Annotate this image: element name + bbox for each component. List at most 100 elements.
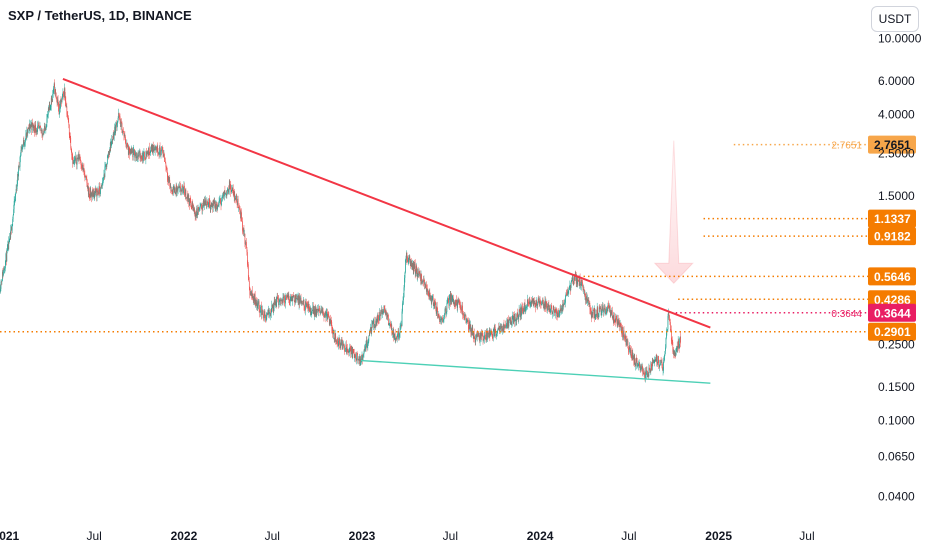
candle-body <box>156 148 157 152</box>
candle-body <box>489 332 491 337</box>
candle-body <box>68 122 70 125</box>
resistance-trendline[interactable] <box>62 77 711 329</box>
candle-body <box>98 186 100 194</box>
candle-body <box>301 300 303 304</box>
candle-body <box>659 364 660 368</box>
x-axis[interactable]: 2021 Jul 2022 Jul 2023 Jul 2024 Jul 2025 Jul <box>0 529 815 543</box>
candle-body <box>663 362 664 371</box>
candle-body <box>640 366 642 369</box>
candle-body <box>587 299 588 303</box>
candle-body <box>420 274 422 282</box>
candle-body <box>552 307 554 312</box>
price-tag-label: 0.3644 <box>874 306 911 320</box>
candle-body <box>316 309 318 310</box>
candle-body <box>240 212 242 219</box>
candle-body <box>404 272 406 278</box>
candle-body <box>287 294 289 299</box>
candle-body <box>141 159 143 160</box>
candle-body <box>633 357 635 362</box>
candle-body <box>623 330 625 336</box>
candle-body <box>163 154 165 157</box>
candle-body <box>488 333 489 335</box>
candle-body <box>550 305 552 307</box>
candle-body <box>395 337 397 341</box>
candle-body <box>389 321 391 326</box>
candle-body <box>480 332 481 339</box>
candle-body <box>85 176 87 177</box>
candle-body <box>388 314 389 325</box>
candle-body <box>626 339 628 341</box>
candle-body <box>239 209 241 211</box>
candle-body <box>501 326 503 331</box>
candle-body <box>179 185 181 188</box>
candle-body <box>49 104 51 107</box>
candle-body <box>341 339 342 345</box>
candle-body <box>128 148 130 155</box>
candle-body <box>553 309 555 312</box>
candle-body <box>202 205 203 210</box>
candle-body <box>120 121 122 127</box>
y-axis[interactable]: 10.0000 6.0000 4.0000 2.5000 1.5000 0.2500 0.1… <box>878 31 922 503</box>
candle-body <box>507 319 509 328</box>
candle-body <box>282 297 284 304</box>
candle-body <box>82 164 83 169</box>
candle-body <box>522 311 524 314</box>
candle-body <box>153 149 155 152</box>
candle-body <box>258 301 260 310</box>
candle-body <box>146 152 148 154</box>
candle-body <box>353 352 355 358</box>
candle-body <box>33 125 35 128</box>
candle-body <box>60 99 61 109</box>
candle-body <box>419 271 420 273</box>
candle-body <box>233 191 235 197</box>
highlight-arrow <box>653 140 694 284</box>
candle-body <box>544 303 545 310</box>
candle-body <box>166 168 168 172</box>
candle-body <box>107 155 109 156</box>
support-trendline[interactable] <box>360 359 711 384</box>
candle-body <box>549 308 551 314</box>
candle-body <box>547 306 548 311</box>
candle-body <box>198 207 199 211</box>
candle-body <box>320 309 322 313</box>
candle-body <box>142 152 144 161</box>
candle-body <box>253 297 255 302</box>
candle-body <box>457 299 459 303</box>
candle-body <box>83 167 85 173</box>
candle-body <box>127 147 129 155</box>
candle-body <box>343 344 344 345</box>
candle-body <box>52 94 54 100</box>
candle-body <box>427 288 428 292</box>
price-tag <box>868 227 916 246</box>
candle-body <box>311 310 313 313</box>
candle-body <box>512 315 514 320</box>
candle-body <box>243 228 245 235</box>
candle-body <box>632 357 634 359</box>
candle-body <box>80 161 82 166</box>
candle-body <box>124 134 125 137</box>
candle-body <box>170 185 172 192</box>
candle-body <box>544 300 546 310</box>
candle-body <box>180 189 182 192</box>
candle-body <box>510 319 512 325</box>
candle-body <box>111 139 113 142</box>
candle-body <box>210 206 212 209</box>
y-tick-label: 1.5000 <box>878 189 915 203</box>
candle-body <box>402 300 404 304</box>
candle-body <box>452 296 454 304</box>
candle-body <box>593 308 595 314</box>
candle-body <box>235 195 237 197</box>
candle-body <box>556 311 558 316</box>
candle-body <box>159 146 160 155</box>
candle-body <box>481 333 483 336</box>
y-tick-label: 0.2500 <box>878 338 915 352</box>
candle-body <box>657 356 659 360</box>
candle-body <box>328 316 330 325</box>
candle-body <box>60 99 62 101</box>
currency-button[interactable]: USDT <box>871 6 919 32</box>
candle-body <box>520 307 521 318</box>
candle-body <box>590 309 592 311</box>
candle-body <box>609 310 611 316</box>
candle-body <box>254 294 256 305</box>
